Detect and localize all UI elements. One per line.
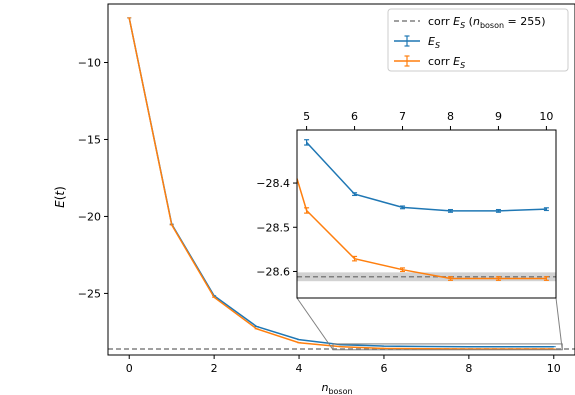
x-tick-label: 6 (380, 362, 387, 375)
inset-x-tick-label: 8 (447, 110, 454, 123)
legend-label: ES (428, 35, 440, 50)
inset-x-tick-label: 5 (303, 110, 310, 123)
legend: corr ES (nboson = 255) ES corr ES (387, 8, 569, 72)
inset-y-ticks: −28.4 −28.5 −28.6 (256, 177, 297, 278)
legend-label: corr ES (428, 55, 465, 70)
legend-box (387, 8, 569, 72)
error-bar-corr_es (400, 267, 406, 273)
inset-reference-band (297, 272, 556, 282)
error-bar-es (543, 207, 549, 212)
inset-background (297, 130, 556, 298)
x-tick-label: 8 (465, 362, 472, 375)
main-plot: 0 2 4 6 8 10 −10 −15 −20 −25 nboson E(t) (53, 3, 575, 395)
main-series (127, 17, 556, 350)
main-y-ticks: −10 −15 −20 −25 (78, 57, 108, 300)
inset-x-tick-label: 10 (539, 110, 553, 123)
error-bar-corr_es (447, 276, 453, 281)
legend-entry: corr ES (394, 55, 465, 70)
x-tick-label: 0 (126, 362, 133, 375)
x-tick-label: 10 (547, 362, 561, 375)
inset-series-line-es (306, 141, 547, 212)
inset-x-tick-label: 9 (495, 110, 502, 123)
legend-label: corr ES (nboson = 255) (428, 15, 546, 30)
main-axes-frame (107, 3, 575, 356)
error-bar-es (304, 139, 310, 146)
error-bar-es (495, 208, 501, 213)
inset-y-tick-label: −28.6 (256, 265, 290, 278)
y-tick-label: −20 (78, 210, 101, 223)
inset-y-tick-label: −28.5 (256, 221, 290, 234)
error-bar-corr_es (352, 255, 358, 262)
zoom-connector-right (555, 297, 563, 350)
inset-axes-frame (296, 129, 557, 299)
error-bar-corr_es (304, 207, 310, 214)
zoom-indicator (296, 297, 563, 351)
legend-entry: ES (394, 35, 440, 50)
inset-y-tick-label: −28.4 (256, 177, 290, 190)
x-axis-label: nboson (321, 381, 352, 395)
inset-x-tick-label: 6 (351, 110, 358, 123)
error-bar-corr_es (543, 276, 549, 281)
zoom-connector-left (296, 297, 334, 351)
y-axis-label: E(t) (53, 186, 67, 208)
error-bar-corr_es (495, 276, 501, 281)
y-tick-label: −15 (78, 133, 101, 146)
inset-x-tick-label: 7 (399, 110, 406, 123)
x-tick-label: 2 (211, 362, 218, 375)
error-bar-es (352, 192, 358, 197)
error-bar-es (400, 205, 406, 210)
inset-x-ticks: 5 6 7 8 9 10 (303, 110, 553, 130)
legend-entry: corr ES (nboson = 255) (394, 15, 546, 30)
inset-plot: 5 6 7 8 9 10 −28.4 −28.5 −28.6 (256, 110, 557, 299)
x-tick-label: 4 (296, 362, 303, 375)
y-tick-label: −25 (78, 287, 101, 300)
error-bar-es (447, 208, 453, 213)
inset-series (296, 139, 549, 281)
main-x-ticks: 0 2 4 6 8 10 (126, 355, 561, 375)
y-tick-label: −10 (78, 57, 101, 70)
